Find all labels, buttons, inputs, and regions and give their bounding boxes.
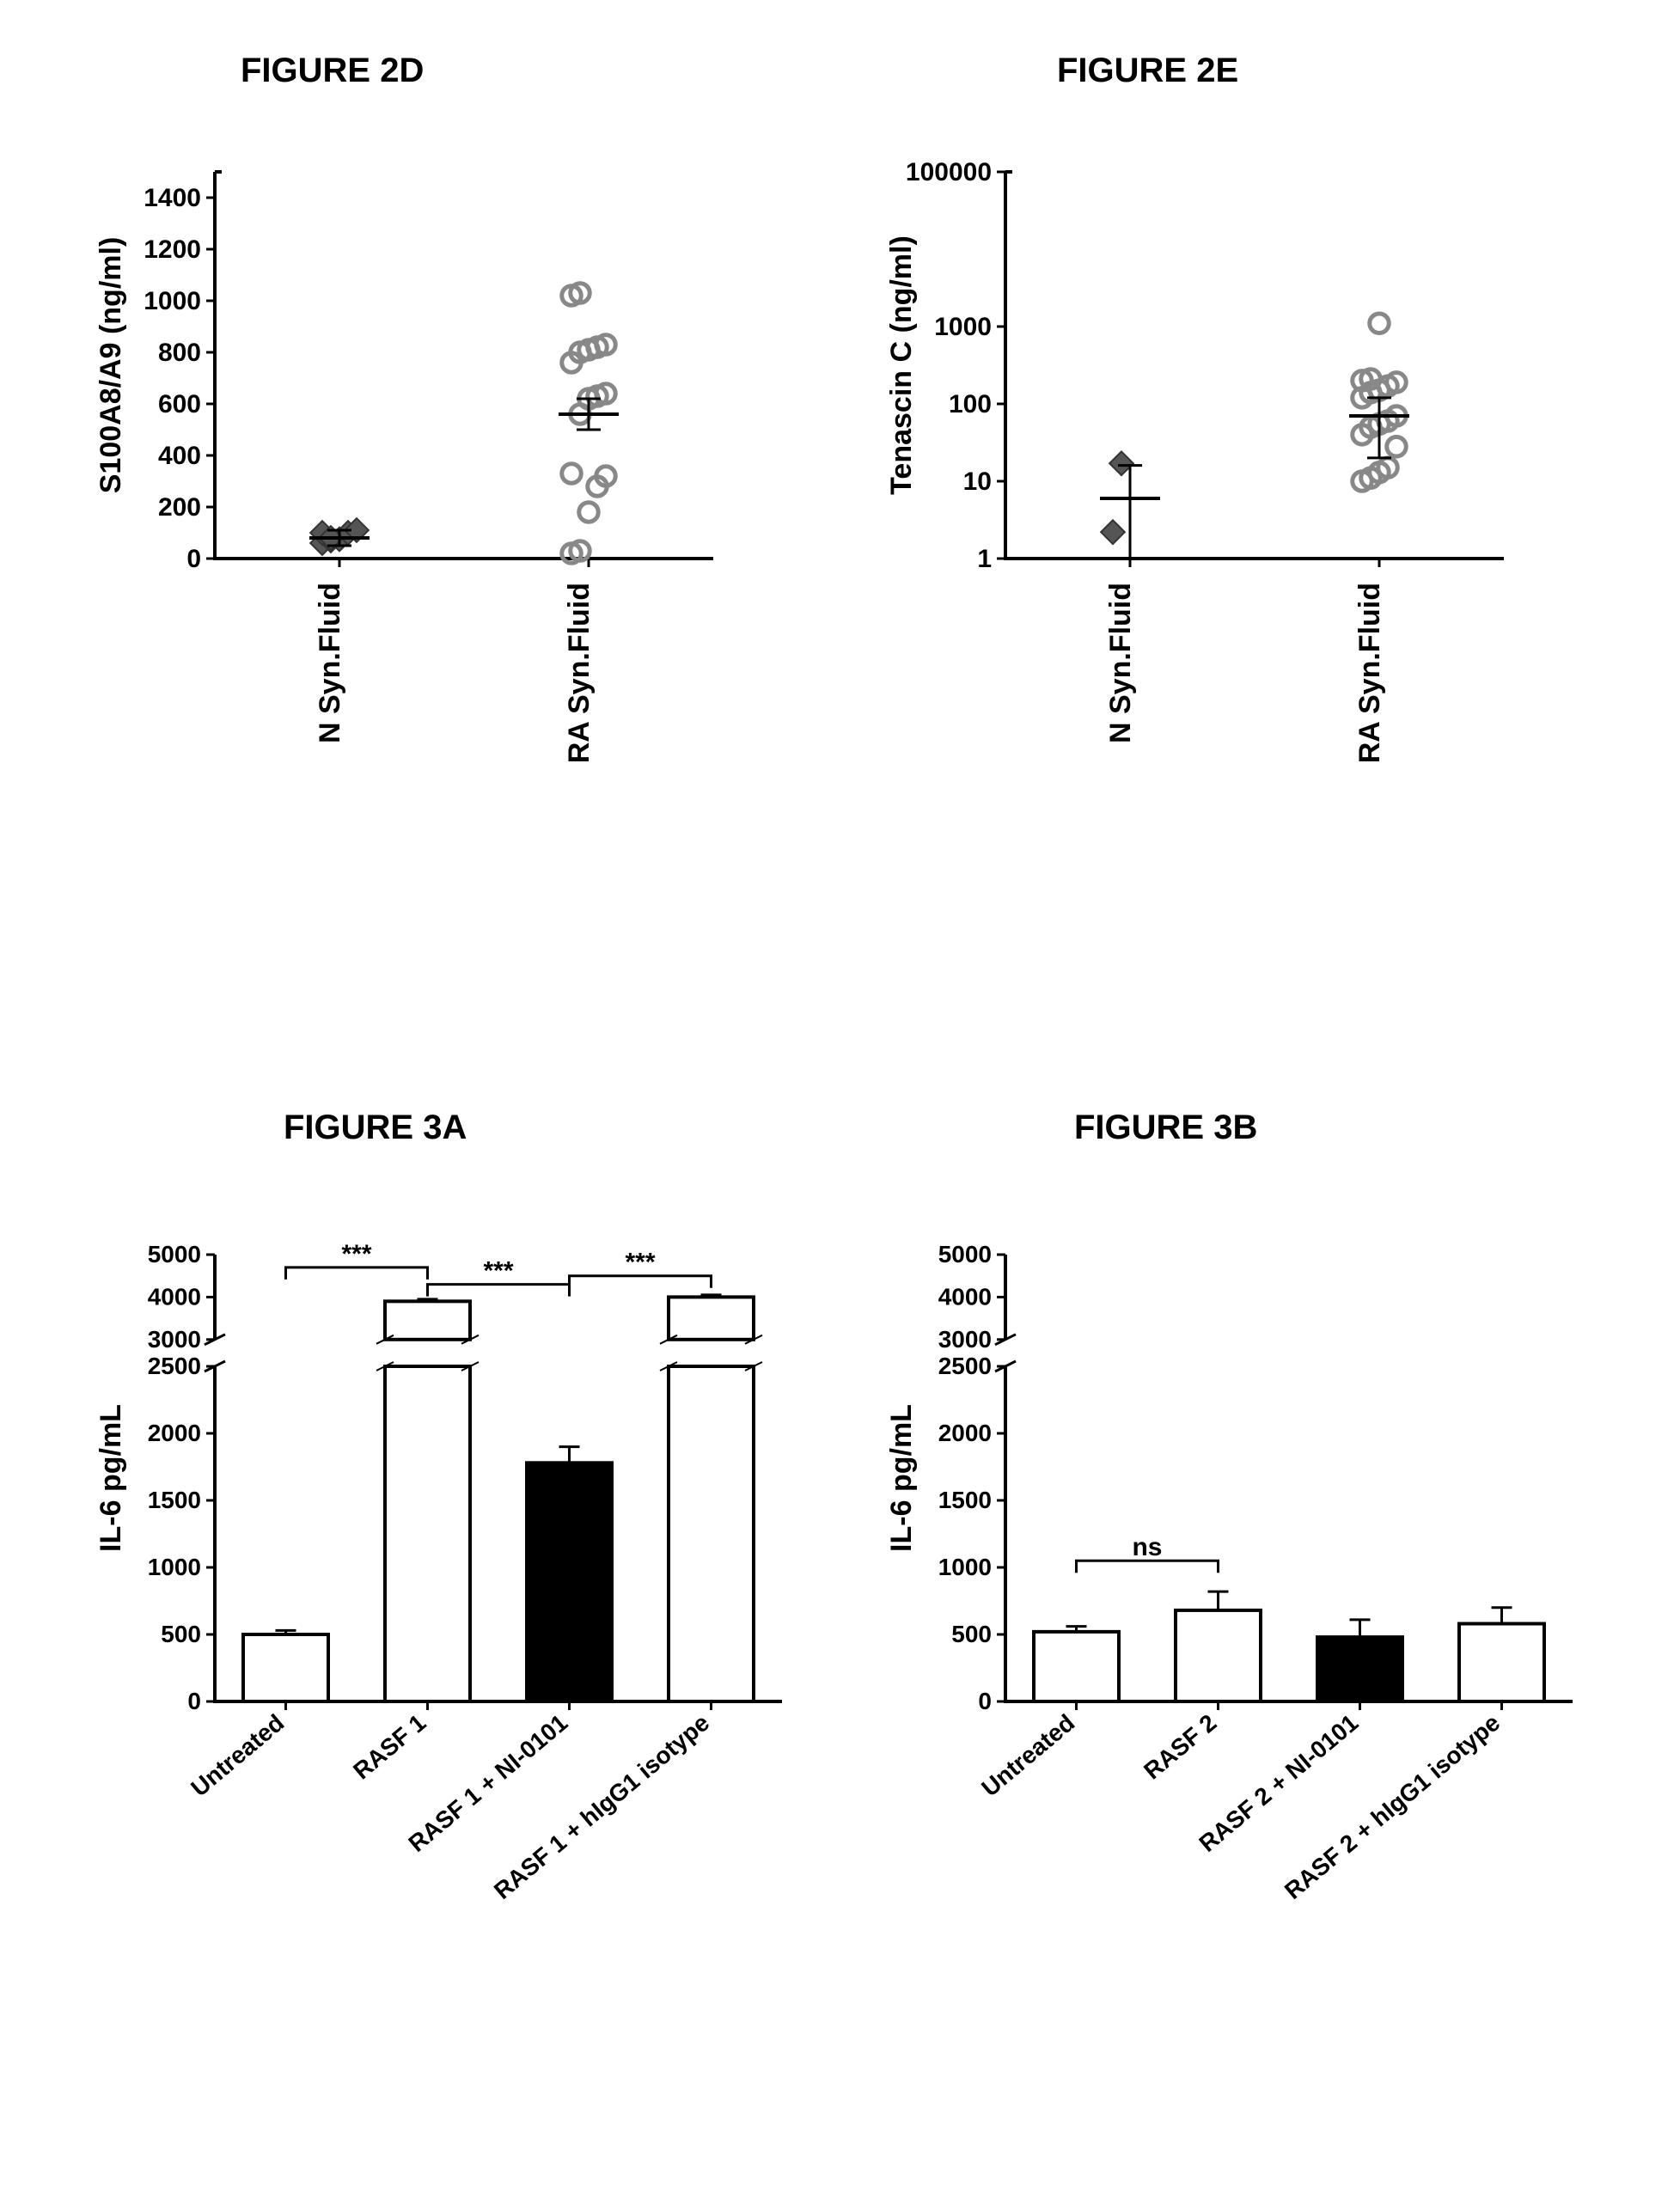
svg-text:3000: 3000 bbox=[148, 1326, 201, 1353]
figure-2e-title: FIGURE 2E bbox=[1057, 52, 1238, 90]
svg-text:S100A8/A9 (ng/ml): S100A8/A9 (ng/ml) bbox=[95, 237, 127, 494]
svg-text:0: 0 bbox=[186, 545, 201, 573]
svg-text:RASF 2: RASF 2 bbox=[1139, 1709, 1221, 1785]
svg-text:500: 500 bbox=[951, 1621, 992, 1647]
svg-text:600: 600 bbox=[158, 390, 201, 418]
svg-text:1500: 1500 bbox=[148, 1487, 201, 1513]
svg-text:1000: 1000 bbox=[144, 287, 201, 315]
figure-2d-title: FIGURE 2D bbox=[241, 52, 424, 90]
svg-text:3000: 3000 bbox=[938, 1326, 992, 1353]
svg-text:200: 200 bbox=[158, 493, 201, 522]
svg-text:Untreated: Untreated bbox=[186, 1709, 289, 1802]
svg-text:RA Syn.Fluid: RA Syn.Fluid bbox=[1353, 583, 1386, 763]
figure-2e-chart: 1 10 100 1000 100000 Tenascin C (ng/ml) N Syn.… bbox=[877, 146, 1530, 799]
svg-text:400: 400 bbox=[158, 442, 201, 470]
svg-text:1: 1 bbox=[977, 545, 992, 573]
figure-3a-title: FIGURE 3A bbox=[284, 1109, 467, 1147]
svg-text:RASF 1: RASF 1 bbox=[348, 1709, 431, 1785]
svg-text:RA Syn.Fluid: RA Syn.Fluid bbox=[563, 583, 596, 763]
svg-text:5000: 5000 bbox=[938, 1241, 992, 1267]
figure-3b-chart: 0 500 1000 1500 2000 25003000 4000 5000 IL-6 pg/… bbox=[877, 1203, 1598, 1976]
svg-text:Tenascin C (ng/ml): Tenascin C (ng/ml) bbox=[885, 235, 918, 495]
svg-text:10: 10 bbox=[963, 467, 992, 496]
svg-text:1000: 1000 bbox=[934, 313, 992, 341]
svg-text:2000: 2000 bbox=[938, 1420, 992, 1446]
svg-text:***: *** bbox=[483, 1257, 513, 1286]
svg-text:0: 0 bbox=[187, 1688, 201, 1714]
svg-text:ns: ns bbox=[1132, 1533, 1162, 1561]
svg-text:2000: 2000 bbox=[148, 1420, 201, 1446]
svg-text:1000: 1000 bbox=[148, 1554, 201, 1580]
svg-text:1200: 1200 bbox=[144, 235, 201, 264]
svg-text:100: 100 bbox=[949, 390, 992, 418]
svg-text:2500: 2500 bbox=[148, 1353, 201, 1379]
figure-3b-title: FIGURE 3B bbox=[1074, 1109, 1257, 1147]
svg-text:2500: 2500 bbox=[938, 1353, 992, 1379]
svg-text:***: *** bbox=[341, 1240, 371, 1268]
svg-text:800: 800 bbox=[158, 339, 201, 367]
svg-text:4000: 4000 bbox=[938, 1283, 992, 1310]
svg-text:0: 0 bbox=[978, 1688, 992, 1714]
svg-text:N Syn.Fluid: N Syn.Fluid bbox=[1104, 583, 1137, 743]
figure-2d-chart: 0 200 400 600 800 1000 1200 1400 S100A8/A9 (ng/m… bbox=[86, 146, 739, 799]
svg-text:IL-6 pg/mL: IL-6 pg/mL bbox=[95, 1404, 127, 1552]
figure-3a-chart: 0 500 1000 1500 2000 25003000 4000 5000 IL-6 pg/… bbox=[86, 1203, 808, 1976]
svg-text:IL-6 pg/mL: IL-6 pg/mL bbox=[885, 1404, 918, 1552]
svg-text:4000: 4000 bbox=[148, 1283, 201, 1310]
svg-text:500: 500 bbox=[161, 1621, 201, 1647]
svg-text:1000: 1000 bbox=[938, 1554, 992, 1580]
svg-text:N Syn.Fluid: N Syn.Fluid bbox=[314, 583, 346, 743]
svg-text:***: *** bbox=[625, 1249, 655, 1277]
svg-text:100000: 100000 bbox=[906, 158, 992, 186]
svg-text:5000: 5000 bbox=[148, 1241, 201, 1267]
svg-text:1500: 1500 bbox=[938, 1487, 992, 1513]
svg-text:Untreated: Untreated bbox=[976, 1709, 1079, 1802]
svg-text:1400: 1400 bbox=[144, 184, 201, 212]
